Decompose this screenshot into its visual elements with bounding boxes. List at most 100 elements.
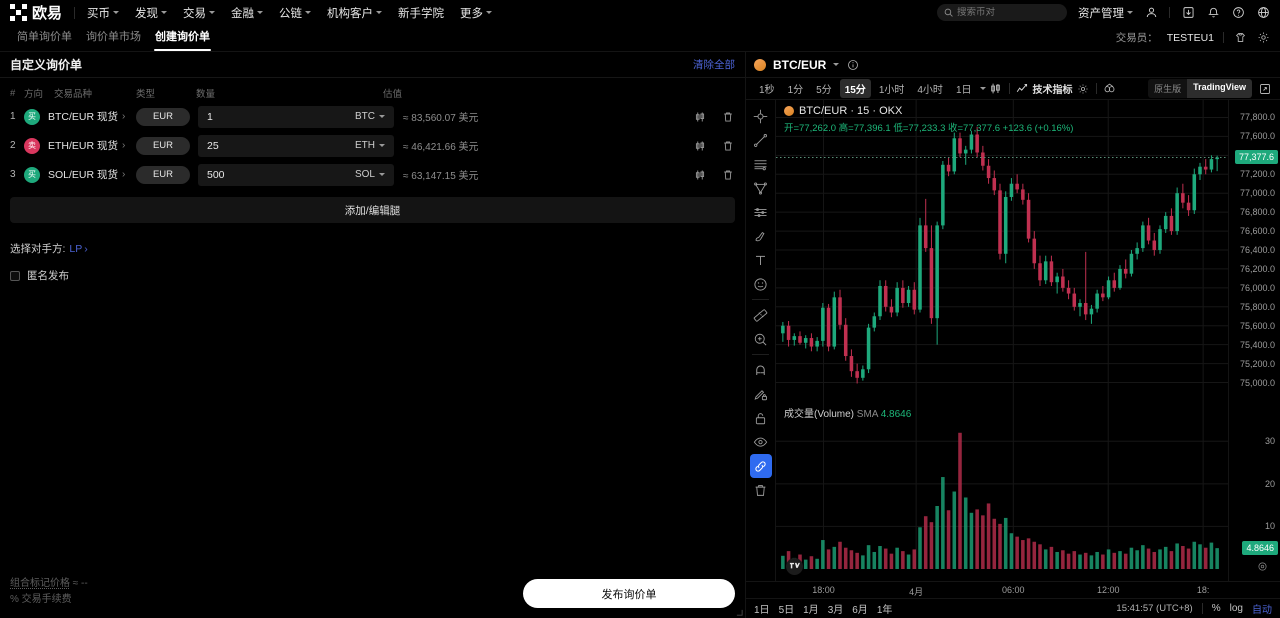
timeframe-1h[interactable]: 1小时 — [878, 85, 905, 96]
table-row[interactable]: 3 买 SOL/EUR 现货 › EUR SOL ≈ 63,147.15 美元 — [0, 160, 745, 189]
resize-grip-icon[interactable] — [736, 609, 743, 616]
price-axis[interactable]: 77,800.077,600.077,400.077,200.077,000.0… — [1228, 100, 1280, 581]
parallel-channel-icon[interactable] — [750, 200, 772, 224]
quantity-input[interactable] — [207, 139, 355, 152]
range-6mo[interactable]: 6月 — [852, 605, 868, 616]
table-row[interactable]: 1 买 BTC/EUR 现货 › EUR BTC ≈ 83,560.07 美元 — [0, 102, 745, 131]
search-input[interactable] — [957, 7, 1060, 18]
log-scale-button[interactable]: log — [1229, 603, 1243, 614]
brand-name[interactable]: 欧易 — [32, 5, 63, 22]
chevron-down-icon[interactable] — [833, 63, 840, 66]
axis-settings-icon[interactable] — [1257, 559, 1268, 577]
nav-item-institutional[interactable]: 机构客户 — [327, 5, 383, 21]
mode-tradingview-button[interactable]: TradingView — [1187, 79, 1252, 98]
delete-icon[interactable] — [721, 168, 735, 182]
trendline-icon[interactable] — [750, 128, 772, 152]
unit-selector[interactable]: BTC — [355, 111, 385, 122]
timeframe-15m[interactable]: 15分 — [839, 79, 871, 98]
candlestick-icon[interactable] — [693, 168, 707, 182]
timeframe-1d[interactable]: 1日 — [955, 85, 972, 96]
trash-icon[interactable] — [750, 478, 772, 502]
direction-badge-buy[interactable]: 买 — [24, 108, 40, 125]
quantity-input[interactable] — [207, 168, 355, 181]
indicators-label[interactable]: 技术指标 — [1032, 85, 1073, 96]
delete-icon[interactable] — [721, 110, 735, 124]
range-3mo[interactable]: 3月 — [827, 605, 844, 616]
globe-icon[interactable] — [1256, 6, 1270, 20]
range-1y[interactable]: 1年 — [876, 605, 893, 616]
text-icon[interactable] — [750, 248, 772, 272]
bell-icon[interactable] — [1206, 6, 1220, 20]
magnet-icon[interactable] — [750, 358, 772, 382]
range-1d[interactable]: 1日 — [754, 605, 770, 616]
pitchfork-icon[interactable] — [750, 176, 772, 200]
tab-simple-rfq[interactable]: 简单询价单 — [17, 31, 72, 43]
quantity-field[interactable]: SOL — [198, 163, 394, 186]
candlestick-icon[interactable] — [693, 139, 707, 153]
ruler-icon[interactable] — [750, 303, 772, 327]
direction-badge-sell[interactable]: 卖 — [24, 137, 40, 154]
download-icon[interactable] — [1181, 6, 1195, 20]
user-icon[interactable] — [1144, 6, 1158, 20]
chart-settings-gear-icon[interactable] — [1076, 82, 1090, 96]
range-1mo[interactable]: 1月 — [803, 605, 819, 616]
type-pill[interactable]: EUR — [136, 107, 190, 126]
snapshot-icon[interactable] — [1103, 82, 1117, 96]
okx-logo-icon[interactable] — [10, 4, 27, 21]
quantity-input[interactable] — [207, 110, 355, 123]
symbol-selector[interactable]: ETH/EUR 现货 › — [48, 138, 136, 153]
table-row[interactable]: 2 卖 ETH/EUR 现货 › EUR ETH ≈ 46,421.66 美元 — [0, 131, 745, 160]
shirt-icon[interactable] — [1233, 31, 1247, 45]
link-icon[interactable] — [749, 454, 772, 478]
auto-scale-button[interactable]: 自动 — [1252, 605, 1272, 616]
indicators-icon[interactable] — [1016, 82, 1030, 96]
quantity-field[interactable]: ETH — [198, 134, 394, 157]
nav-item-discover[interactable]: 发现 — [135, 5, 168, 21]
emoji-icon[interactable] — [750, 272, 772, 296]
timeframe-1m[interactable]: 1分 — [787, 85, 804, 96]
help-icon[interactable] — [1231, 6, 1245, 20]
timeframe-5m[interactable]: 5分 — [816, 85, 832, 96]
nav-item-more[interactable]: 更多 — [460, 5, 493, 21]
time-axis[interactable]: 18:00 4月 06:00 12:00 18: — [746, 581, 1280, 598]
publish-rfq-button[interactable]: 发布询价单 — [523, 579, 735, 608]
nav-item-finance[interactable]: 金融 — [231, 5, 264, 21]
lock-icon[interactable] — [750, 406, 772, 430]
candlestick-icon[interactable] — [693, 110, 707, 124]
nav-item-buy-crypto[interactable]: 买币 — [87, 5, 120, 21]
mode-native-button[interactable]: 原生版 — [1148, 79, 1188, 98]
add-edit-leg-button[interactable]: 添加/编辑腿 — [10, 197, 735, 223]
fullscreen-icon[interactable] — [1258, 82, 1272, 96]
symbol-selector[interactable]: BTC/EUR 现货 › — [48, 109, 136, 124]
symbol-selector[interactable]: SOL/EUR 现货 › — [48, 167, 136, 182]
unit-selector[interactable]: ETH — [355, 140, 385, 151]
unit-selector[interactable]: SOL — [355, 169, 385, 180]
brush-icon[interactable] — [750, 224, 772, 248]
chevron-down-icon[interactable] — [979, 87, 986, 90]
direction-badge-buy[interactable]: 买 — [24, 166, 40, 183]
anonymous-publish-row[interactable]: 匿名发布 — [0, 256, 745, 283]
delete-icon[interactable] — [721, 139, 735, 153]
zoom-in-icon[interactable] — [750, 327, 772, 351]
quantity-field[interactable]: BTC — [198, 105, 394, 128]
percent-scale-button[interactable]: % — [1211, 603, 1221, 614]
nav-item-asset-management[interactable]: 资产管理 — [1078, 5, 1133, 21]
search-box[interactable] — [937, 4, 1067, 21]
plot-region[interactable]: BTC/EUR · 15 · OKX 开=77,262.0 高=77,396.1… — [776, 100, 1228, 581]
nav-item-academy[interactable]: 新手学院 — [398, 5, 444, 21]
gear-icon[interactable] — [1256, 31, 1270, 45]
pencil-lock-icon[interactable] — [750, 382, 772, 406]
nav-item-trade[interactable]: 交易 — [183, 5, 216, 21]
anonymous-checkbox[interactable] — [10, 270, 20, 281]
tab-rfq-market[interactable]: 询价单市场 — [86, 31, 141, 43]
range-5d[interactable]: 5日 — [778, 605, 795, 616]
chart-pair-name[interactable]: BTC/EUR — [773, 57, 827, 72]
timeframe-1s[interactable]: 1秒 — [759, 85, 775, 96]
clear-all-button[interactable]: 清除全部 — [693, 59, 735, 71]
chart-type-candles-icon[interactable] — [989, 82, 1003, 96]
timeframe-4h[interactable]: 4小时 — [917, 85, 943, 96]
horizontal-lines-icon[interactable] — [750, 152, 772, 176]
eye-icon[interactable] — [750, 430, 772, 454]
info-icon[interactable] — [846, 58, 860, 72]
counterparty-link[interactable]: LP › — [69, 243, 87, 255]
